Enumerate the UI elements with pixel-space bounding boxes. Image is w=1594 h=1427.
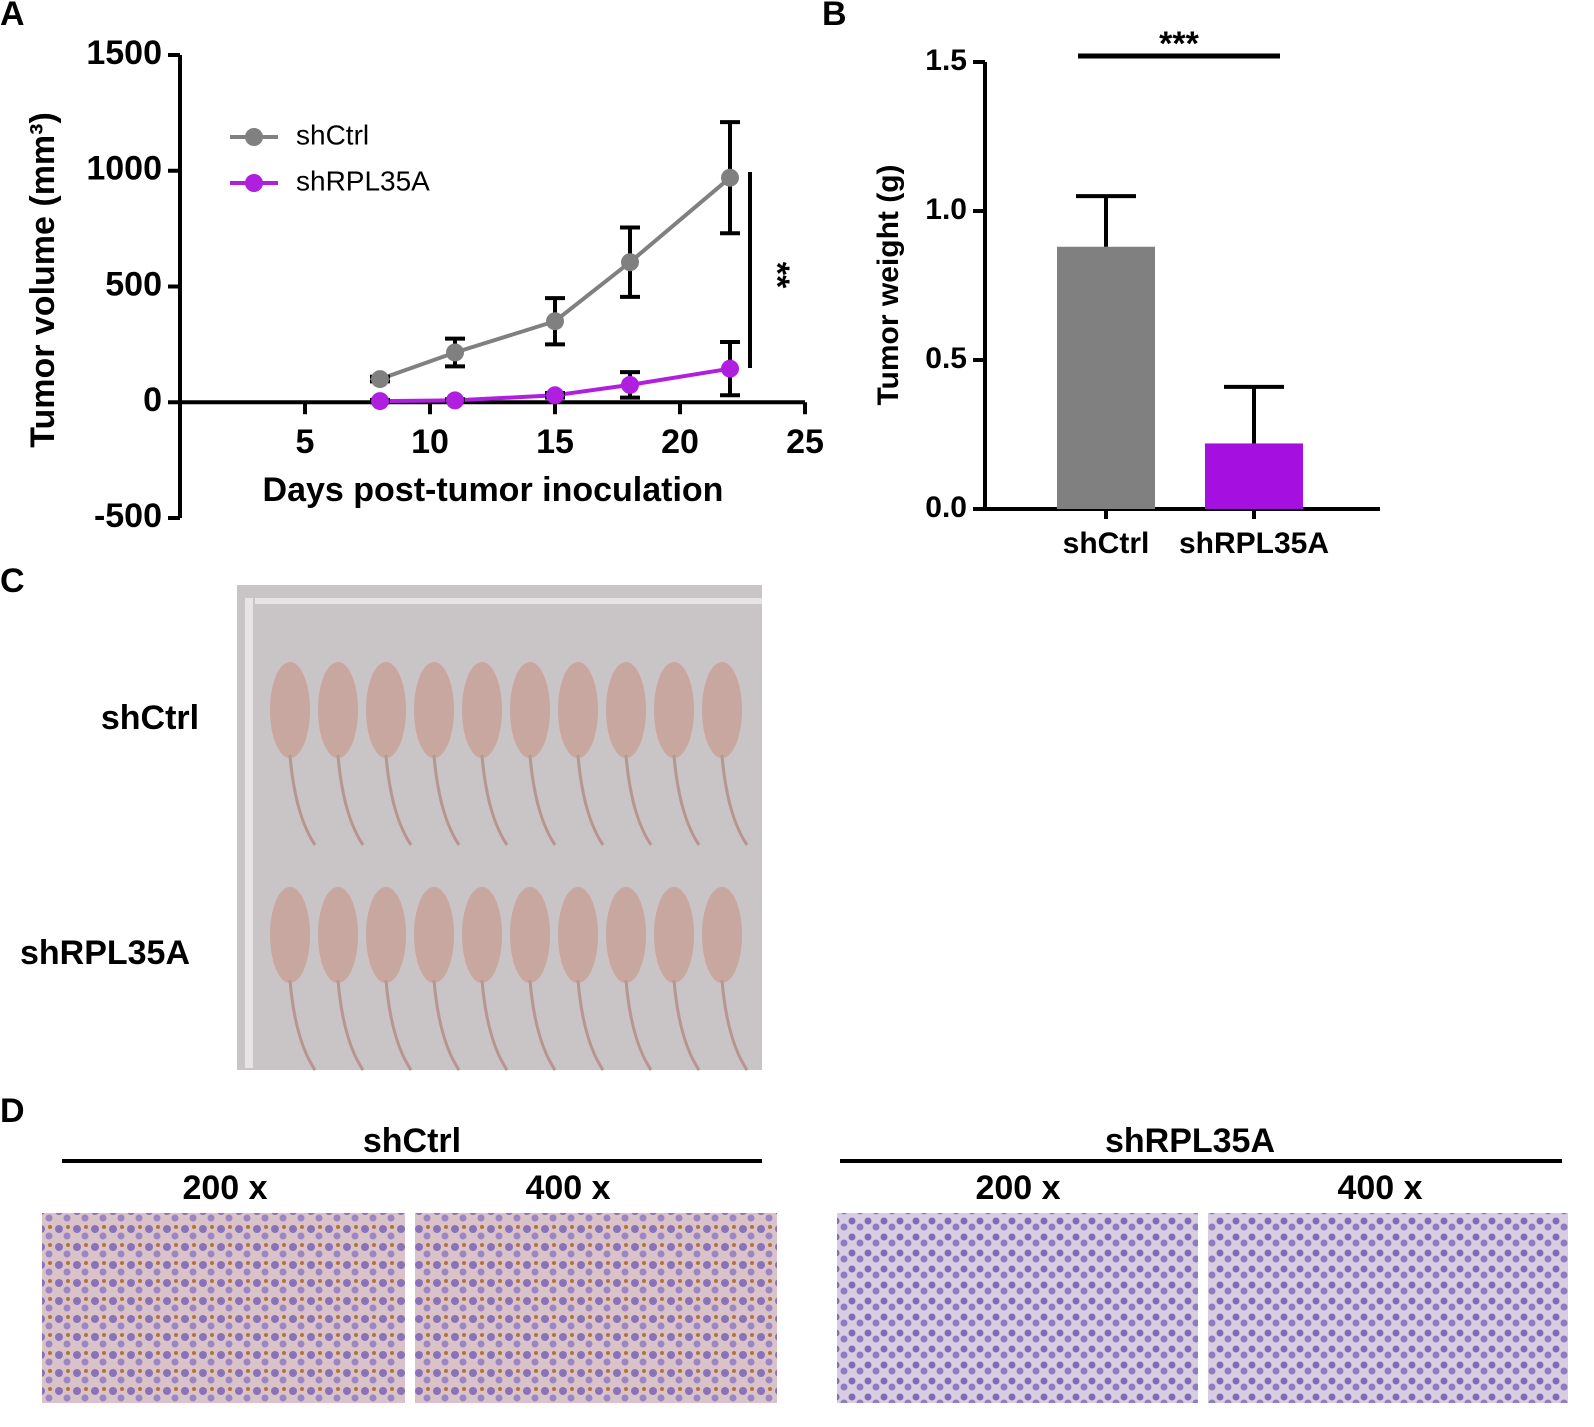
point [721,359,739,378]
mouse-tail [288,754,317,846]
row-label: shRPL35A [20,934,190,972]
mouse-tail [528,754,557,846]
magnification: 200 x [182,1169,267,1207]
mouse-tail [384,754,413,846]
y-tick-label: 1000 [86,150,162,188]
legend-marker [245,128,263,146]
mice [270,662,749,1071]
bar [1057,246,1155,509]
point [371,370,389,389]
mouse-tail [672,979,701,1071]
legend-label: shCtrl [296,119,369,150]
panel-label: B [822,0,847,33]
histology-image [837,1213,1198,1403]
mouse [654,887,694,983]
x-tick-label: 15 [536,423,574,461]
mouse-tail [672,754,701,846]
point [371,392,389,411]
mouse-tail [528,979,557,1071]
y-tick-label: 1500 [86,34,162,72]
y-tick-label: 1.0 [925,193,967,226]
y-axis-label: Tumor volume (mm³) [24,112,62,448]
annotation: *** [1159,25,1199,63]
mouse-tail [384,979,413,1071]
point [446,343,464,362]
mouse-tail [432,979,461,1071]
mouse-tail [288,979,317,1071]
y-tick-label: 0.5 [925,342,967,375]
mouse [270,662,310,758]
mouse [366,662,406,758]
legend-label: shRPL35A [296,165,430,196]
point [721,168,739,187]
point [546,386,564,405]
mouse [558,887,598,983]
group-label: shCtrl [363,1122,461,1160]
point [546,312,564,331]
annotation: ** [758,262,796,289]
row-label: shCtrl [101,699,199,737]
point [446,391,464,410]
mouse [510,662,550,758]
magnification: 400 x [1337,1169,1422,1207]
bar [1205,443,1303,509]
x-tick-label: 10 [411,423,449,461]
mouse-tail [720,979,749,1071]
mouse [702,662,742,758]
mouse [606,887,646,983]
point [621,375,639,394]
panel-label: D [0,1092,25,1130]
mouse [366,887,406,983]
mouse [558,662,598,758]
mouse [606,662,646,758]
mouse [654,662,694,758]
mouse [414,662,454,758]
mouse [270,887,310,983]
mouse-tail [576,754,605,846]
mouse [318,887,358,983]
histology-image [42,1213,405,1403]
histology-image [415,1213,777,1403]
magnification: 200 x [975,1169,1060,1207]
mouse-tail [480,754,509,846]
y-tick-label: 1.5 [925,44,967,77]
x-tick-label: 5 [296,423,315,461]
mouse-tail [336,979,365,1071]
y-axis-label: Tumor weight (g) [872,164,905,405]
mouse [510,887,550,983]
legend-marker [245,174,263,192]
panel-label: C [0,562,25,600]
mouse-tail [432,754,461,846]
histology-image [1208,1213,1568,1403]
y-tick-label: 500 [105,265,162,303]
mouse-tail [720,754,749,846]
x-tick-label: 20 [661,423,699,461]
x-tick-label: shCtrl [1063,527,1150,560]
mouse-tail [336,754,365,846]
error-bar [1076,194,1136,247]
x-tick-label: shRPL35A [1179,527,1329,560]
group-label: shRPL35A [1105,1122,1275,1160]
mouse-tail [624,754,653,846]
magnification: 400 x [525,1169,610,1207]
x-axis-label: Days post-tumor inoculation [263,471,724,509]
mouse [414,887,454,983]
mouse-photo [237,585,762,1070]
mouse [318,662,358,758]
mouse-tail [480,979,509,1071]
y-tick-label: 0.0 [925,491,967,524]
mouse-tail [576,979,605,1071]
point [621,253,639,272]
series-line [379,176,732,381]
panel-label: A [0,0,25,33]
error-bar [1224,384,1284,444]
mouse [462,887,502,983]
mouse [462,662,502,758]
y-tick-label: -500 [94,497,162,535]
mouse-tail [624,979,653,1071]
x-tick-label: 25 [786,423,824,461]
mouse [702,887,742,983]
y-tick-label: 0 [143,381,162,419]
